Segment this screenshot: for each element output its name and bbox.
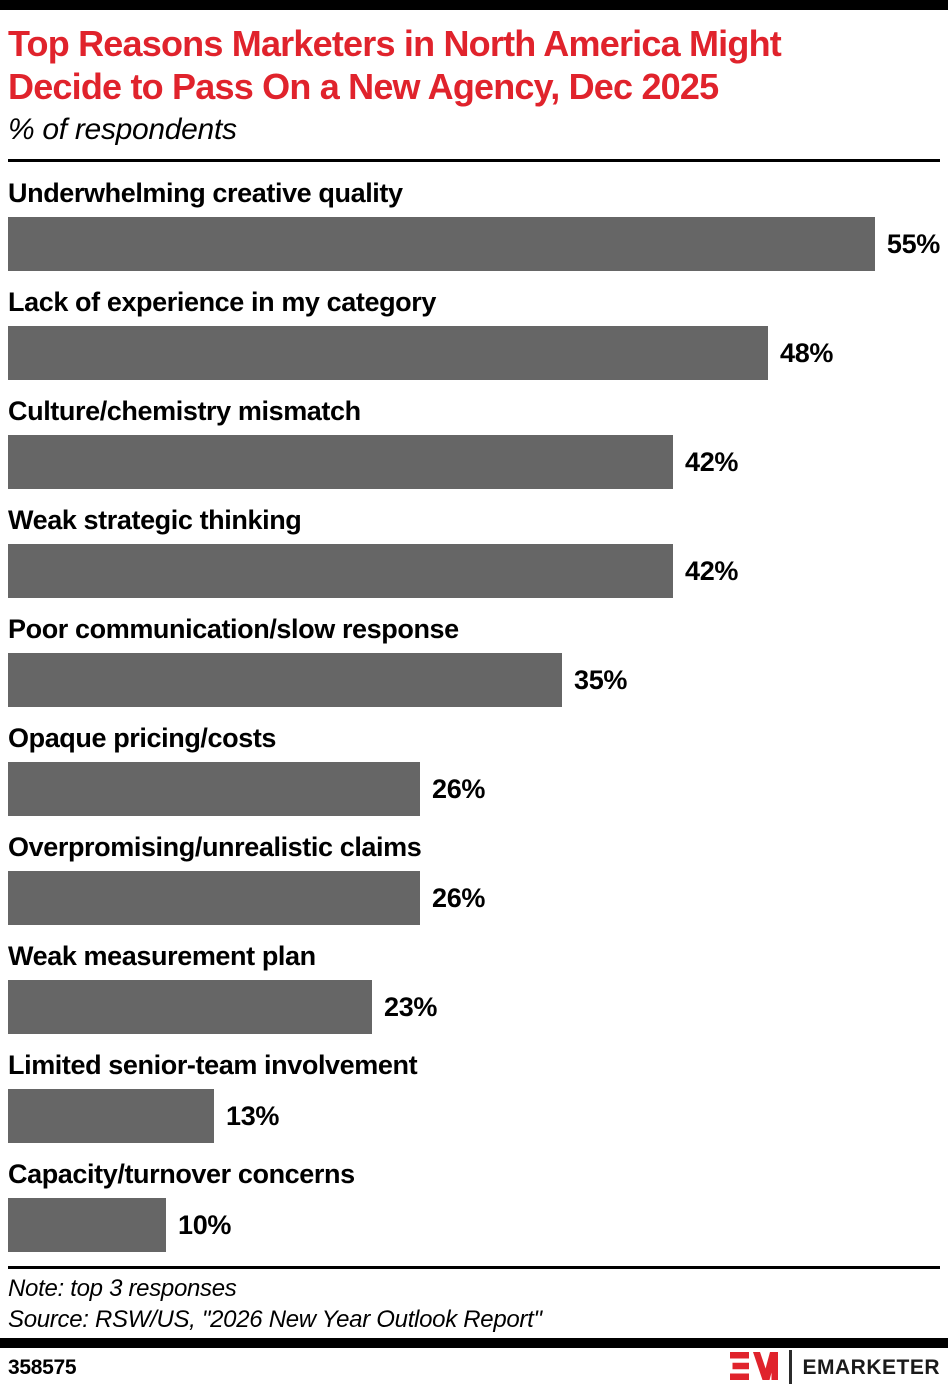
bar-value: 13% (226, 1100, 280, 1131)
bar-label: Culture/chemistry mismatch (8, 396, 361, 426)
header-divider (8, 159, 940, 162)
bar (8, 762, 420, 816)
top-border-bar (0, 0, 948, 10)
em-monogram-icon (730, 1351, 779, 1384)
bar (8, 1089, 214, 1143)
bar-label: Capacity/turnover concerns (8, 1159, 355, 1189)
bar-value: 35% (574, 664, 628, 695)
bar-track: 42% (8, 435, 940, 489)
bar-label: Weak measurement plan (8, 941, 316, 971)
footnote-divider (8, 1266, 940, 1269)
bar-track: 13% (8, 1089, 940, 1143)
bar-value: 55% (886, 228, 940, 259)
bar-label: Lack of experience in my category (8, 287, 436, 317)
bar-label: Weak strategic thinking (8, 505, 302, 535)
bar-row: Overpromising/unrealistic claims 26% (8, 816, 940, 925)
bar-value: 23% (384, 991, 438, 1022)
bar-label: Limited senior-team involvement (8, 1050, 418, 1080)
bar (8, 326, 768, 380)
footnote-block: Note: top 3 responses Source: RSW/US, "2… (8, 1269, 940, 1335)
bar-track: 26% (8, 762, 940, 816)
bar-row: Limited senior-team involvement 13% (8, 1034, 940, 1143)
bar-track: 23% (8, 980, 940, 1034)
emarketer-logo: EMARKETER (730, 1350, 940, 1384)
bar-row: Poor communication/slow response 35% (8, 598, 940, 707)
bar-value: 26% (432, 882, 486, 913)
bar-track: 10% (8, 1198, 940, 1252)
bar-row: Opaque pricing/costs 26% (8, 707, 940, 816)
chart-id: 358575 (8, 1356, 77, 1379)
bottom-border-bar (0, 1338, 948, 1348)
bar-track: 42% (8, 544, 940, 598)
bar-chart: Underwhelming creative quality 55% Lack … (8, 162, 940, 1252)
bar-track: 48% (8, 326, 940, 380)
bar (8, 435, 673, 489)
bar-value: 42% (685, 446, 739, 477)
bar (8, 217, 875, 271)
bar-row: Weak measurement plan 23% (8, 925, 940, 1034)
bar-track: 35% (8, 653, 940, 707)
chart-title-line-1: Top Reasons Marketers in North America M… (8, 23, 782, 64)
bar-value: 48% (780, 337, 834, 368)
bar-row: Weak strategic thinking 42% (8, 489, 940, 598)
chart-container: Top Reasons Marketers in North America M… (0, 22, 948, 1335)
chart-title: Top Reasons Marketers in North America M… (8, 22, 940, 108)
bar (8, 980, 372, 1034)
bar-label: Opaque pricing/costs (8, 723, 277, 753)
bar-row: Culture/chemistry mismatch 42% (8, 380, 940, 489)
bar-value: 10% (178, 1209, 232, 1240)
bar-label: Overpromising/unrealistic claims (8, 832, 422, 862)
bar-row: Capacity/turnover concerns 10% (8, 1143, 940, 1252)
bar (8, 544, 673, 598)
footer: 358575 EMARKETER (0, 1348, 948, 1384)
source-text: Source: RSW/US, "2026 New Year Outlook R… (8, 1306, 542, 1333)
bar-track: 55% (8, 217, 940, 271)
chart-subtitle: % of respondents (8, 113, 237, 146)
bar-value: 26% (432, 773, 486, 804)
bar-label: Underwhelming creative quality (8, 178, 403, 208)
bar-row: Underwhelming creative quality 55% (8, 162, 940, 271)
bar (8, 871, 420, 925)
bar (8, 1198, 166, 1252)
bar-label: Poor communication/slow response (8, 614, 459, 644)
bar-track: 26% (8, 871, 940, 925)
chart-title-line-2: Decide to Pass On a New Agency, Dec 2025 (8, 66, 719, 107)
logo-divider (789, 1350, 793, 1384)
note-text: Note: top 3 responses (8, 1275, 237, 1302)
bar-row: Lack of experience in my category 48% (8, 271, 940, 380)
bar-value: 42% (685, 555, 739, 586)
bar (8, 653, 562, 707)
emarketer-wordmark: EMARKETER (802, 1356, 940, 1379)
